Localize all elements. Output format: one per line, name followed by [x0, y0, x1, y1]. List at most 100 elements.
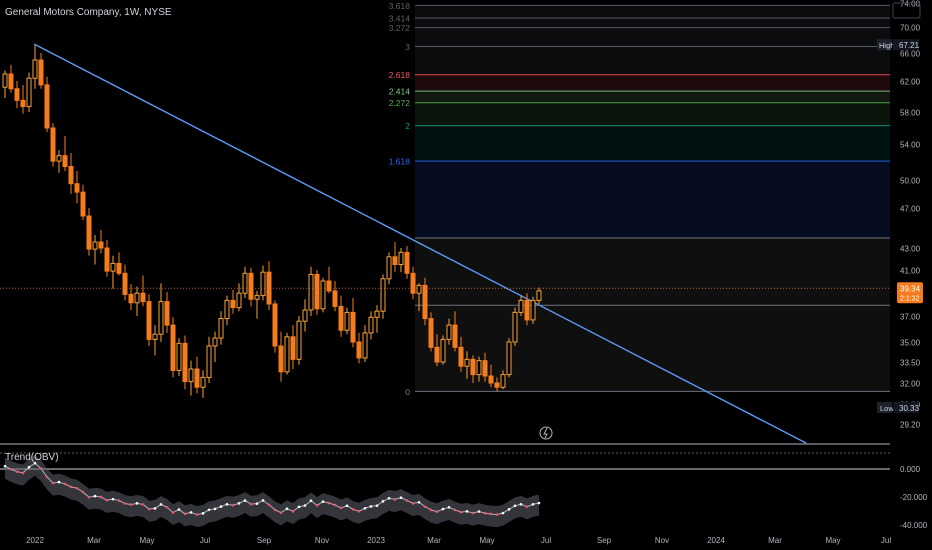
candle[interactable]: [56, 150, 62, 173]
candle[interactable]: [482, 352, 488, 382]
candle[interactable]: [530, 296, 536, 324]
candle[interactable]: [500, 370, 506, 390]
candle[interactable]: [116, 252, 122, 276]
candle[interactable]: [452, 311, 458, 352]
candle[interactable]: [176, 338, 182, 376]
candle[interactable]: [470, 355, 476, 383]
candle[interactable]: [488, 364, 494, 388]
candle[interactable]: [380, 274, 386, 319]
candle[interactable]: [2, 70, 8, 99]
candle[interactable]: [284, 332, 290, 375]
candle[interactable]: [416, 283, 422, 312]
candle[interactable]: [296, 316, 302, 365]
candle[interactable]: [86, 208, 92, 256]
candle[interactable]: [128, 284, 134, 310]
obv-point: [231, 503, 235, 507]
obv-point: [291, 510, 295, 513]
candle[interactable]: [290, 325, 296, 369]
candle[interactable]: [62, 136, 68, 171]
candle[interactable]: [320, 277, 326, 313]
candle[interactable]: [80, 184, 86, 220]
candle[interactable]: [146, 294, 152, 346]
candle[interactable]: [20, 84, 26, 114]
candle[interactable]: [410, 266, 416, 300]
candle[interactable]: [278, 331, 284, 382]
candle[interactable]: [236, 283, 242, 312]
candle[interactable]: [338, 295, 344, 337]
lightning-icon[interactable]: [539, 426, 553, 440]
candle[interactable]: [440, 335, 446, 365]
candle[interactable]: [194, 356, 200, 394]
candle[interactable]: [110, 255, 116, 289]
candle[interactable]: [104, 240, 110, 277]
candle[interactable]: [248, 267, 254, 307]
candle[interactable]: [476, 356, 482, 382]
candle[interactable]: [458, 336, 464, 372]
candle[interactable]: [356, 332, 362, 364]
candle[interactable]: [8, 64, 14, 93]
candle[interactable]: [512, 307, 518, 346]
candle[interactable]: [26, 72, 32, 112]
candle[interactable]: [68, 153, 74, 194]
obv-point: [399, 496, 403, 499]
candle[interactable]: [182, 335, 188, 390]
candle[interactable]: [74, 171, 80, 204]
downtrend-line[interactable]: [33, 43, 807, 444]
candle[interactable]: [332, 281, 338, 312]
candle[interactable]: [230, 289, 236, 314]
candle[interactable]: [368, 311, 374, 340]
candle[interactable]: [518, 295, 524, 316]
candle[interactable]: [536, 287, 542, 304]
candle[interactable]: [524, 293, 530, 326]
candle[interactable]: [308, 266, 314, 316]
candle[interactable]: [350, 298, 356, 348]
candle[interactable]: [152, 325, 158, 356]
candle[interactable]: [242, 266, 248, 298]
candle[interactable]: [494, 377, 500, 392]
candle[interactable]: [428, 312, 434, 352]
candle[interactable]: [170, 317, 176, 378]
candle[interactable]: [218, 311, 224, 345]
candle[interactable]: [44, 76, 50, 132]
candle[interactable]: [398, 248, 404, 273]
candle[interactable]: [404, 246, 410, 279]
candle[interactable]: [122, 264, 128, 301]
candle[interactable]: [374, 305, 380, 333]
candle[interactable]: [326, 266, 332, 294]
candle[interactable]: [386, 252, 392, 285]
obv-point: [465, 510, 469, 513]
candle[interactable]: [254, 290, 260, 319]
candle[interactable]: [212, 331, 218, 362]
candle[interactable]: [446, 318, 452, 345]
candle[interactable]: [464, 351, 470, 379]
candle[interactable]: [362, 325, 368, 362]
candle[interactable]: [134, 286, 140, 317]
candle[interactable]: [92, 235, 98, 265]
candle[interactable]: [38, 53, 44, 89]
candle-body: [86, 215, 92, 250]
obv-point: [303, 504, 307, 507]
candle[interactable]: [206, 336, 212, 383]
candle[interactable]: [302, 299, 308, 332]
candle[interactable]: [140, 275, 146, 307]
candle[interactable]: [50, 123, 56, 167]
candle[interactable]: [164, 292, 170, 333]
candle[interactable]: [392, 242, 398, 273]
candle[interactable]: [14, 81, 20, 109]
candle[interactable]: [158, 283, 164, 342]
candle[interactable]: [314, 270, 320, 315]
candle[interactable]: [200, 370, 206, 398]
candle[interactable]: [344, 307, 350, 335]
candle[interactable]: [422, 277, 428, 326]
candle[interactable]: [188, 360, 194, 396]
candle[interactable]: [506, 338, 512, 378]
candle[interactable]: [260, 265, 266, 301]
candle[interactable]: [272, 300, 278, 353]
candle[interactable]: [98, 230, 104, 254]
pane-menu-icon[interactable]: [892, 2, 921, 19]
candle[interactable]: [266, 261, 272, 310]
candle[interactable]: [434, 334, 440, 367]
candle[interactable]: [32, 45, 38, 89]
candle[interactable]: [224, 295, 230, 326]
